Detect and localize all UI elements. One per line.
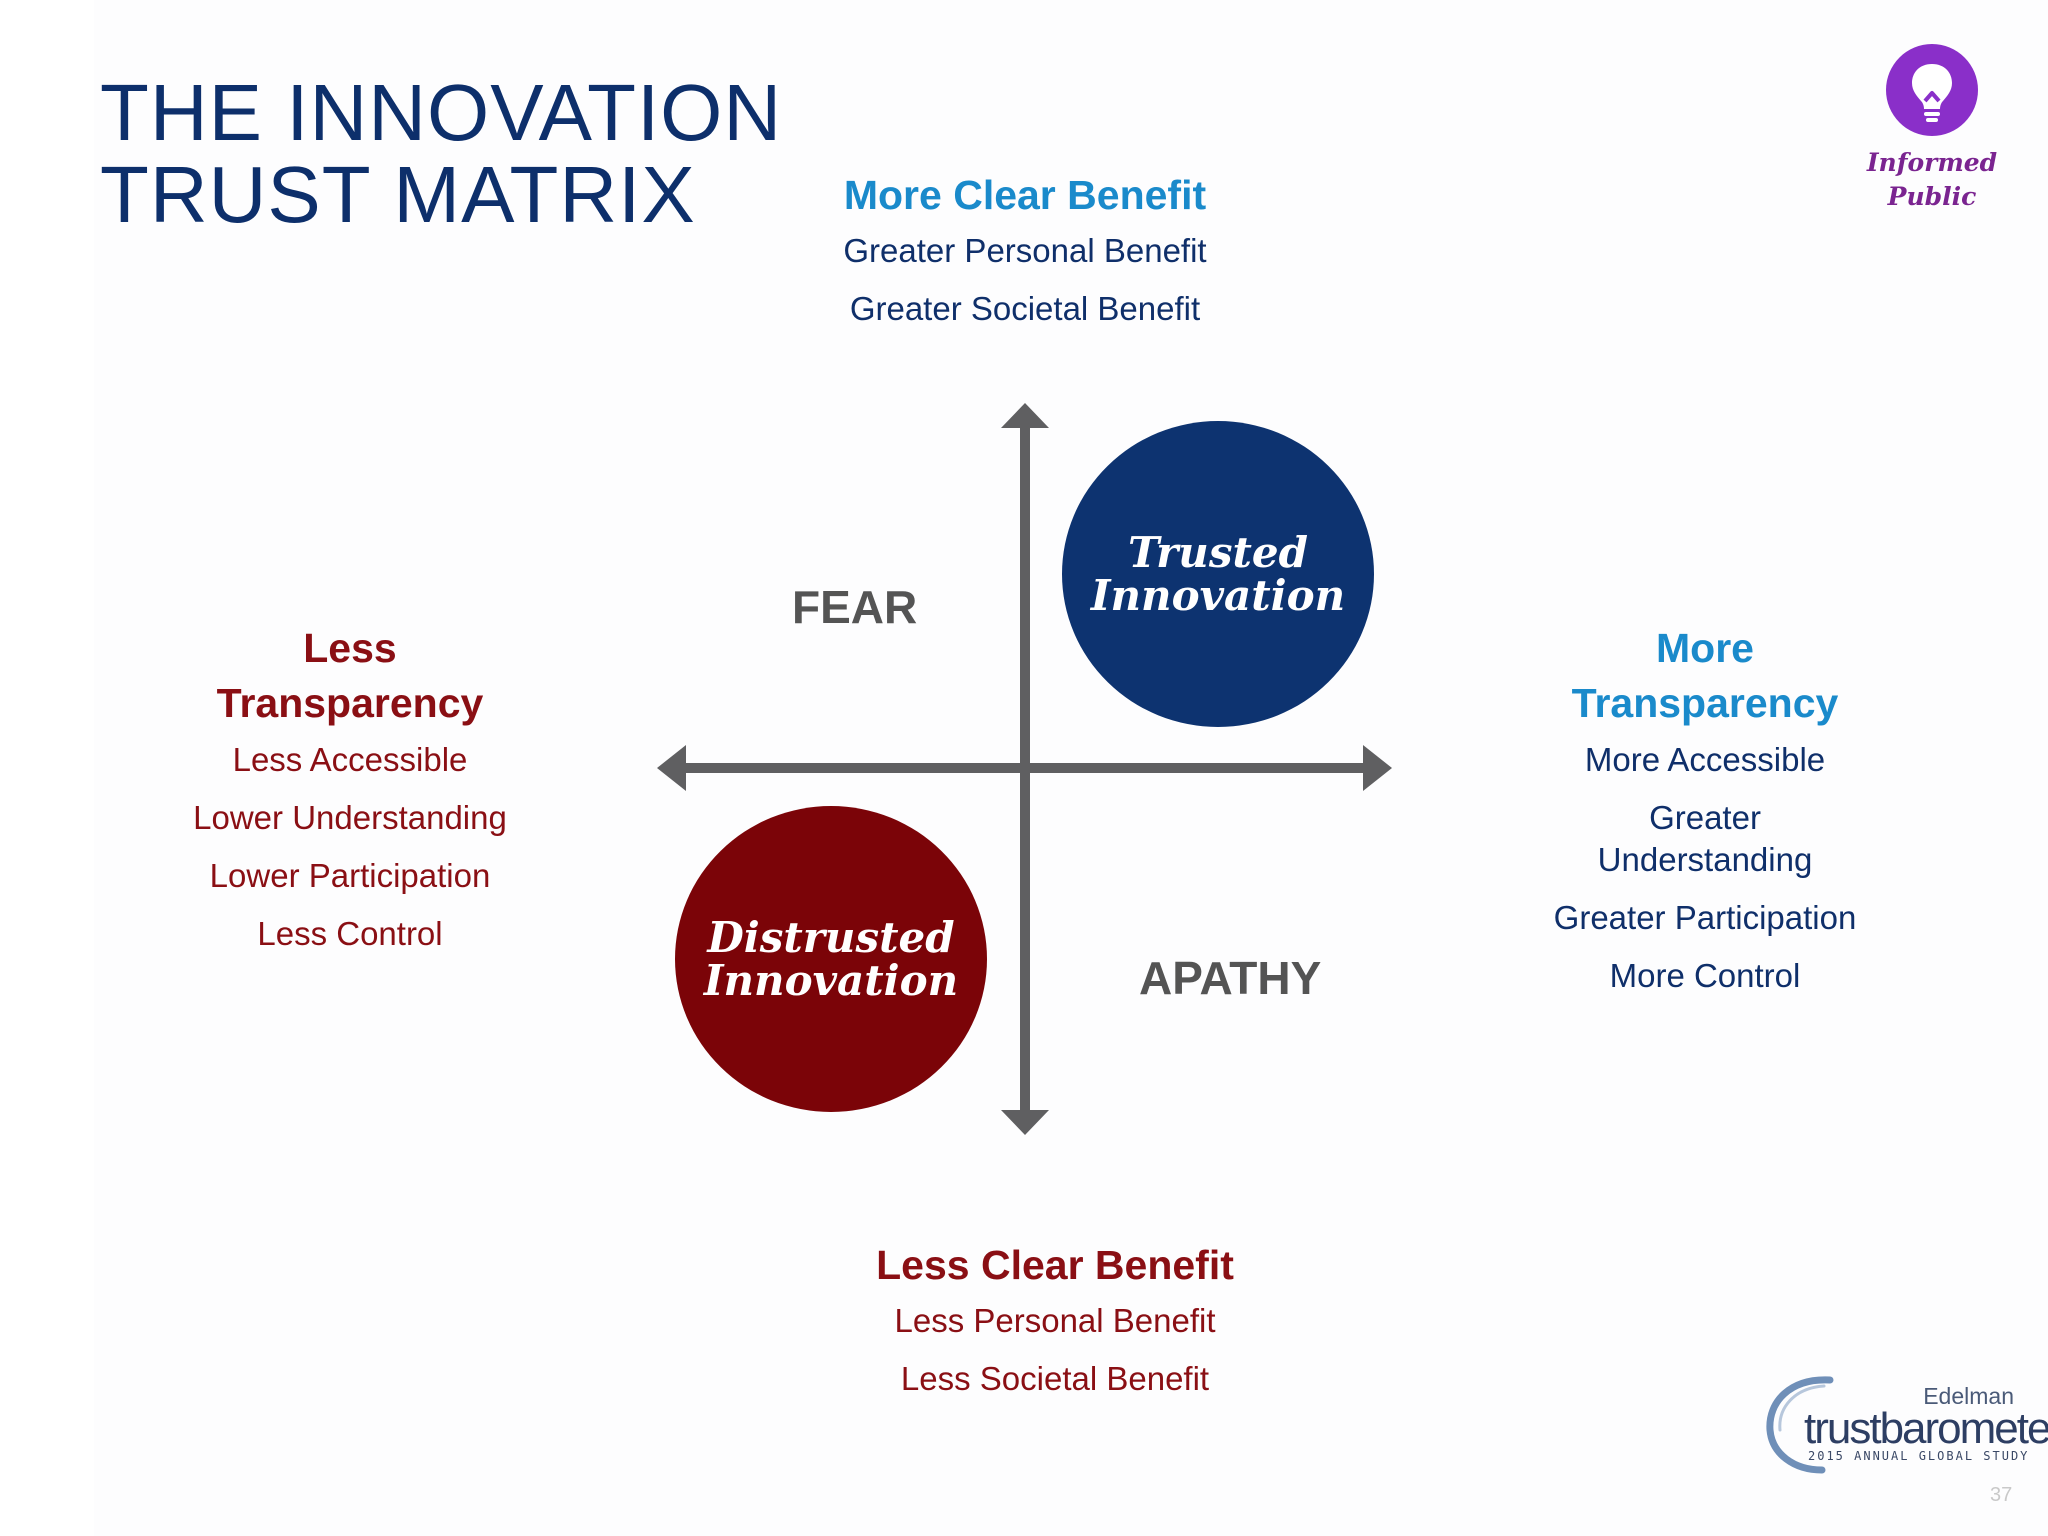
top-axis-heading: More Clear Benefit xyxy=(843,172,1207,218)
page-number: 37 xyxy=(1990,1484,2013,1506)
distrusted-innovation-line-1: Distrusted xyxy=(707,913,955,962)
logo-swoosh-icon xyxy=(1766,1376,1834,1474)
top-axis-label: More Clear Benefit Greater Personal Bene… xyxy=(790,168,1260,338)
badge-label-line-1: Informed xyxy=(1866,148,1998,177)
logo-tagline: 2015 ANNUAL GLOBAL STUDY xyxy=(1808,1449,2030,1463)
left-axis-item: Lower Participation xyxy=(209,857,491,894)
logo-word-part-1: trust xyxy=(1804,1404,1882,1453)
trusted-innovation-bubble: Trusted Innovation xyxy=(1062,421,1374,727)
bottom-axis-item: Less Societal Benefit xyxy=(900,1360,1210,1397)
left-axis-item: Lower Understanding xyxy=(193,799,507,836)
top-axis-item: Greater Personal Benefit xyxy=(843,232,1207,269)
informed-public-badge: Informed Public xyxy=(1862,44,2002,214)
axis-arrow-up-icon xyxy=(1001,403,1049,428)
axis-arrow-left-icon xyxy=(657,745,686,791)
title-line-2: TRUST MATRIX xyxy=(100,150,696,239)
badge-label: Informed Public xyxy=(1862,146,2002,214)
bottom-axis-heading: Less Clear Benefit xyxy=(876,1242,1234,1288)
axis-arrow-down-icon xyxy=(1001,1110,1049,1135)
trusted-innovation-line-2: Innovation xyxy=(1090,571,1346,620)
left-axis-item: Less Control xyxy=(257,915,443,952)
horizontal-axis-line xyxy=(680,763,1370,773)
axis-arrow-right-icon xyxy=(1363,745,1392,791)
title-line-1: THE INNOVATION xyxy=(100,68,783,157)
lightbulb-icon xyxy=(1886,44,1978,136)
page-title: THE INNOVATION TRUST MATRIX xyxy=(100,72,782,236)
logo-wordmark: trustbarometer xyxy=(1804,1404,2048,1454)
left-axis-heading-line-1: Less xyxy=(303,625,397,671)
left-axis-label: Less Transparency Less Accessible Lower … xyxy=(170,621,530,963)
badge-label-line-2: Public xyxy=(1887,182,1977,211)
right-axis-heading-line-1: More xyxy=(1656,625,1754,671)
right-axis-label: More Transparency More Accessible Greate… xyxy=(1525,621,1885,1005)
left-axis-heading-line-2: Transparency xyxy=(216,680,484,726)
quadrant-label-apathy: APATHY xyxy=(1139,952,1322,1004)
right-axis-item: Greater Understanding xyxy=(1597,799,1813,878)
right-axis-heading-line-2: Transparency xyxy=(1571,680,1839,726)
distrusted-innovation-line-2: Innovation xyxy=(703,956,959,1005)
edelman-trustbarometer-logo: Edelman trustbarometer 2015 ANNUAL GLOBA… xyxy=(1760,1370,2048,1474)
right-axis-item: Greater Participation xyxy=(1553,899,1857,936)
top-axis-item: Greater Societal Benefit xyxy=(849,290,1201,327)
distrusted-innovation-bubble: Distrusted Innovation xyxy=(675,806,987,1112)
bottom-axis-item: Less Personal Benefit xyxy=(894,1302,1216,1339)
right-axis-item: More Accessible xyxy=(1584,741,1826,778)
logo-brand-text: Edelman xyxy=(1923,1383,2014,1409)
logo-word-part-2: barometer xyxy=(1879,1404,2048,1453)
bottom-axis-label: Less Clear Benefit Less Personal Benefit… xyxy=(820,1238,1290,1408)
right-axis-item: More Control xyxy=(1609,957,1801,994)
trusted-innovation-line-1: Trusted xyxy=(1127,528,1308,577)
quadrant-label-fear: FEAR xyxy=(792,581,918,633)
left-axis-item: Less Accessible xyxy=(232,741,468,778)
